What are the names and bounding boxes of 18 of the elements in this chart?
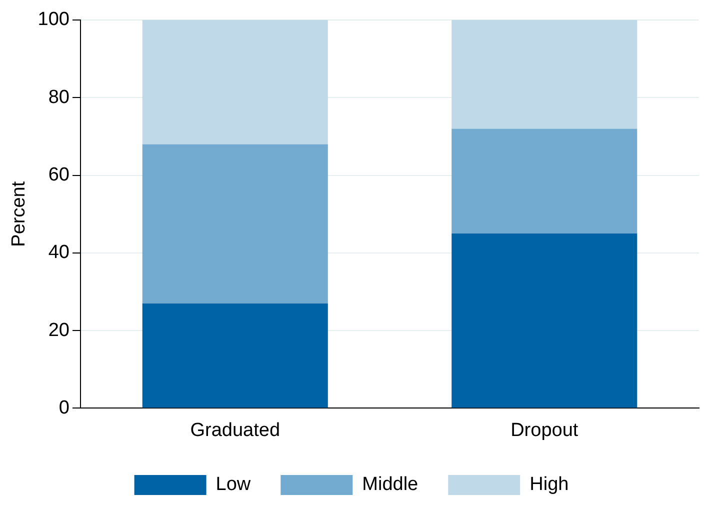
x-tick-label: Graduated (190, 420, 280, 441)
bar (452, 128, 638, 234)
bar (142, 144, 328, 304)
y-tick-label: 100 (38, 9, 70, 30)
legend-label: Low (216, 474, 251, 496)
bar (142, 303, 328, 408)
y-tick-label: 60 (48, 164, 70, 186)
y-axis-title: Percent (8, 180, 30, 247)
bar (142, 20, 328, 144)
y-tick-label: 80 (48, 86, 70, 108)
legend-label: High (530, 474, 569, 496)
legend-label: Middle (362, 474, 418, 496)
y-tick-label: 0 (58, 397, 70, 418)
bar (452, 234, 638, 408)
x-tick-label: Dropout (510, 420, 579, 441)
y-tick-label: 20 (48, 320, 70, 341)
bar (452, 20, 638, 129)
y-tick-label: 40 (48, 242, 70, 264)
